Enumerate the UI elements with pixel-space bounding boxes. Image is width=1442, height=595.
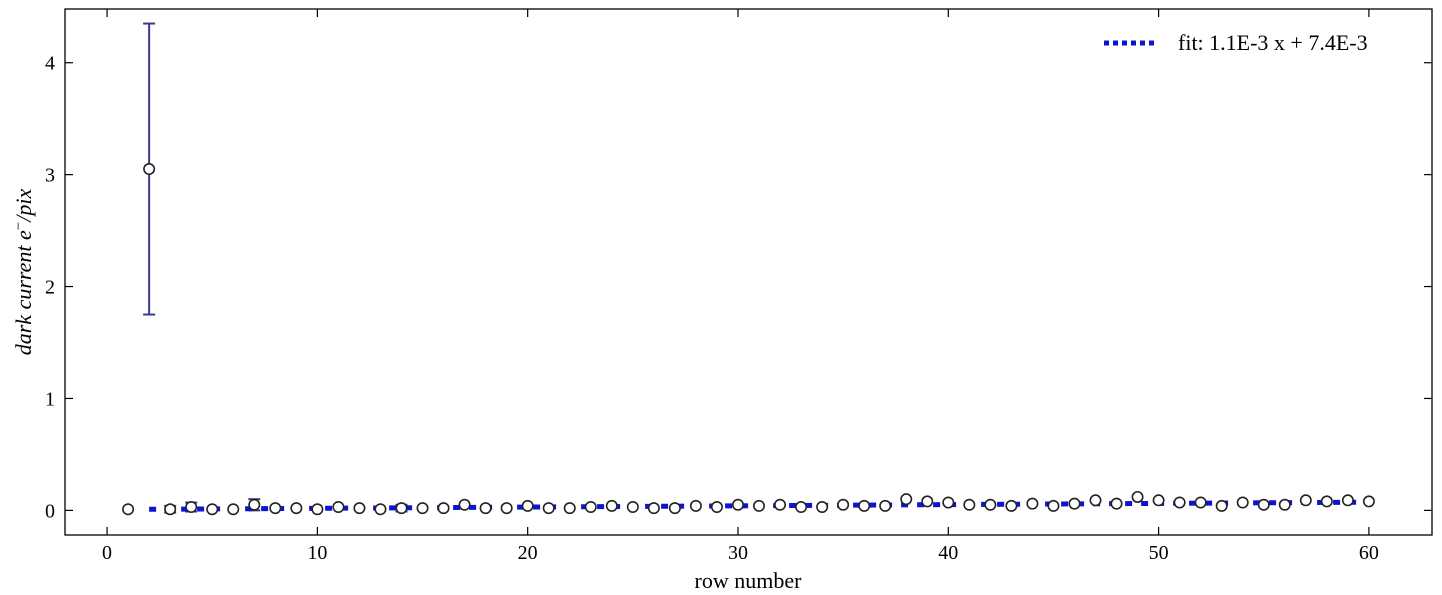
data-point: [332, 501, 345, 514]
data-point: [689, 499, 702, 512]
data-point: [753, 499, 766, 512]
y-tick-label: 3: [45, 165, 55, 187]
data-point: [942, 496, 955, 509]
data-point: [1110, 497, 1123, 510]
data-point: [1278, 498, 1291, 511]
data-point: [1215, 499, 1228, 512]
data-point: [227, 503, 240, 516]
data-point: [143, 163, 156, 176]
data-point: [374, 503, 387, 516]
data-point: [710, 501, 723, 514]
data-point: [500, 502, 513, 515]
y-axis-label-main: dark current e: [11, 230, 36, 355]
data-point: [1257, 498, 1270, 511]
data-point: [963, 498, 976, 511]
data-point: [731, 498, 744, 511]
y-tick-label: 4: [45, 53, 55, 75]
data-point: [1068, 497, 1081, 510]
data-point: [1320, 495, 1333, 508]
data-point: [900, 493, 913, 506]
y-tick-label: 0: [45, 500, 55, 522]
data-point: [416, 502, 429, 515]
data-point: [542, 502, 555, 515]
data-point: [858, 499, 871, 512]
data-point: [479, 502, 492, 515]
y-axis-label-tail: /pix: [11, 189, 36, 224]
data-point: [1026, 497, 1039, 510]
data-point: [122, 503, 135, 516]
data-point: [206, 503, 219, 516]
data-point: [395, 502, 408, 515]
data-point: [668, 502, 681, 515]
data-point: [816, 501, 829, 514]
x-tick-label: 40: [938, 542, 958, 564]
data-point: [353, 502, 366, 515]
y-tick-label: 1: [45, 388, 55, 410]
data-point: [164, 503, 177, 516]
data-point: [290, 502, 303, 515]
x-tick-label: 20: [518, 542, 538, 564]
data-point: [774, 498, 787, 511]
data-point: [921, 495, 934, 508]
data-point: [563, 502, 576, 515]
y-axis-label: dark current e−/pix: [11, 189, 36, 356]
data-point: [1152, 494, 1165, 507]
data-point: [647, 502, 660, 515]
data-point: [1173, 496, 1186, 509]
x-ticks: 0 10 20 30 40 50 60: [102, 9, 1379, 564]
data-point: [837, 498, 850, 511]
data-point: [984, 498, 997, 511]
data-point: [795, 501, 808, 514]
y-ticks: 0 1 2 3 4: [45, 53, 1432, 522]
x-tick-label: 10: [307, 542, 327, 564]
data-point: [311, 503, 324, 516]
x-tick-label: 30: [728, 542, 748, 564]
data-point: [584, 501, 597, 514]
x-tick-label: 50: [1149, 542, 1169, 564]
data-point: [1089, 494, 1102, 507]
legend: fit: 1.1E-3 x + 7.4E-3: [1104, 30, 1368, 55]
data-point: [1341, 494, 1354, 507]
y-tick-label: 2: [45, 277, 55, 299]
data-point: [185, 501, 198, 514]
data-point: [458, 498, 471, 511]
data-point: [1362, 495, 1375, 508]
data-point: [437, 502, 450, 515]
data-point: [1005, 499, 1018, 512]
data-point: [1131, 490, 1144, 503]
data-point: [626, 501, 639, 514]
data-point: [605, 499, 618, 512]
data-point: [1047, 499, 1060, 512]
data-point: [879, 499, 892, 512]
plot-area: [64, 8, 1433, 536]
x-tick-label: 0: [102, 542, 112, 564]
legend-label: fit: 1.1E-3 x + 7.4E-3: [1178, 30, 1368, 55]
y-axis-label-superscript: −: [11, 222, 27, 230]
data-point: [269, 502, 282, 515]
data-point: [1194, 496, 1207, 509]
data-point: [248, 498, 261, 511]
data-point: [521, 499, 534, 512]
data-point: [1236, 496, 1249, 509]
x-axis-label: row number: [695, 568, 803, 593]
data-points: [122, 163, 1375, 516]
data-point: [1299, 494, 1312, 507]
x-tick-label: 60: [1359, 542, 1379, 564]
